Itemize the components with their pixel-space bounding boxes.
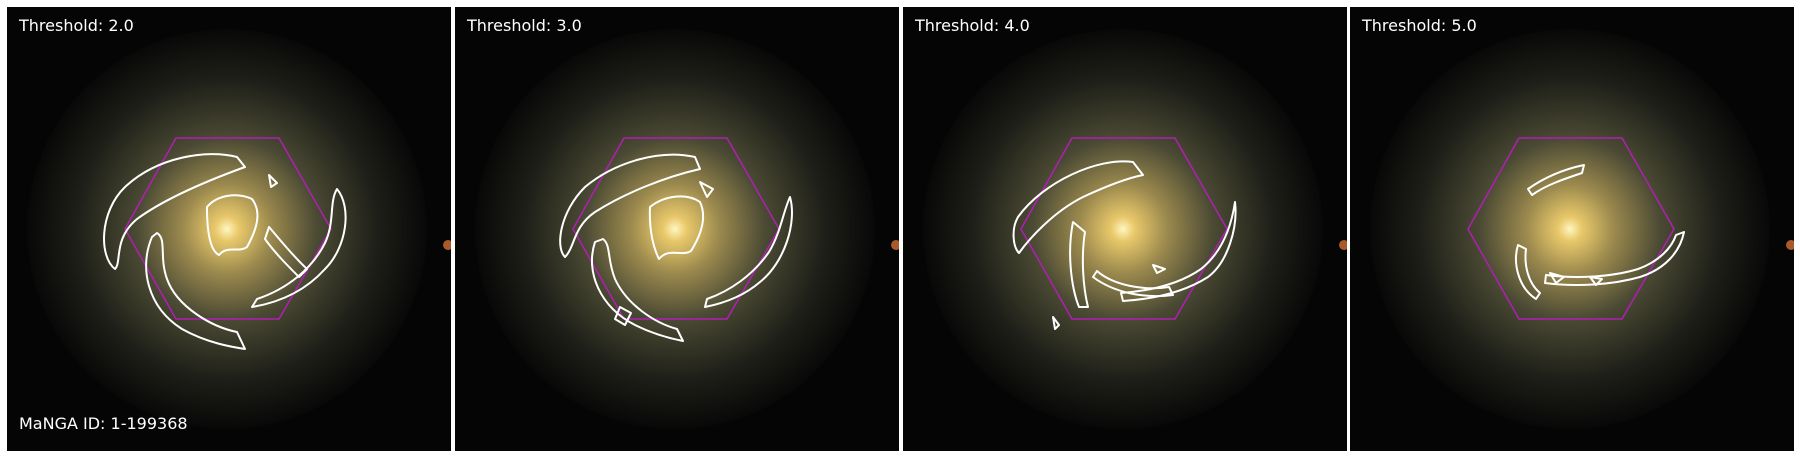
galaxy-image-2 bbox=[455, 7, 899, 451]
ifu-hexagon bbox=[1467, 137, 1675, 320]
galaxy-id-label: MaNGA ID: 1-199368 bbox=[19, 414, 188, 433]
galaxy-glow bbox=[27, 29, 427, 429]
ifu-hexagon bbox=[124, 137, 332, 320]
spiral-arm-contours bbox=[1012, 160, 1237, 330]
spiral-arm-contours bbox=[559, 153, 793, 342]
ifu-hexagon bbox=[1020, 137, 1228, 320]
galaxy-image-4 bbox=[1350, 7, 1794, 451]
threshold-label: Threshold: 4.0 bbox=[915, 16, 1030, 35]
spiral-arm-contours bbox=[103, 153, 347, 350]
background-star bbox=[1339, 240, 1347, 250]
threshold-label: Threshold: 5.0 bbox=[1362, 16, 1477, 35]
galaxy-glow bbox=[923, 29, 1323, 429]
galaxy-panel-2: Threshold: 3.0 bbox=[455, 7, 899, 451]
background-star bbox=[891, 240, 899, 250]
galaxy-image-1 bbox=[7, 7, 451, 451]
threshold-label: Threshold: 2.0 bbox=[19, 16, 134, 35]
galaxy-glow bbox=[1370, 29, 1770, 429]
galaxy-panel-4: Threshold: 5.0 bbox=[1350, 7, 1794, 451]
galaxy-glow bbox=[475, 29, 875, 429]
galaxy-image-3 bbox=[903, 7, 1347, 451]
galaxy-panel-1: Threshold: 2.0 MaNGA ID: 1-199368 bbox=[7, 7, 451, 451]
background-star bbox=[1786, 240, 1794, 250]
ifu-hexagon bbox=[572, 137, 780, 320]
threshold-label: Threshold: 3.0 bbox=[467, 16, 582, 35]
background-star bbox=[443, 240, 451, 250]
spiral-arm-contours bbox=[1515, 164, 1685, 300]
galaxy-panel-3: Threshold: 4.0 bbox=[903, 7, 1347, 451]
